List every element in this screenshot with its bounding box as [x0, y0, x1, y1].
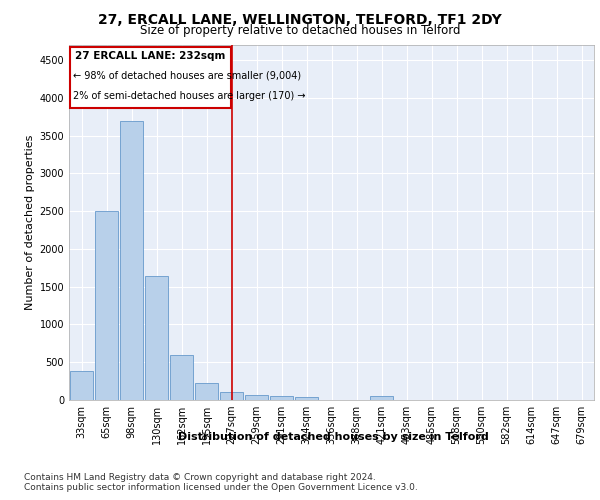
- FancyBboxPatch shape: [70, 46, 231, 108]
- Text: 27, ERCALL LANE, WELLINGTON, TELFORD, TF1 2DY: 27, ERCALL LANE, WELLINGTON, TELFORD, TF…: [98, 12, 502, 26]
- Y-axis label: Number of detached properties: Number of detached properties: [25, 135, 35, 310]
- Bar: [195, 382, 218, 400]
- Text: Distribution of detached houses by size in Telford: Distribution of detached houses by size …: [178, 432, 488, 442]
- Bar: [70, 372, 93, 400]
- Text: Contains HM Land Registry data © Crown copyright and database right 2024.: Contains HM Land Registry data © Crown c…: [24, 472, 376, 482]
- Bar: [245, 396, 268, 400]
- Text: 2% of semi-detached houses are larger (170) →: 2% of semi-detached houses are larger (1…: [73, 90, 306, 101]
- Bar: [370, 396, 393, 400]
- Text: 27 ERCALL LANE: 232sqm: 27 ERCALL LANE: 232sqm: [75, 51, 226, 61]
- Text: Contains public sector information licensed under the Open Government Licence v3: Contains public sector information licen…: [24, 484, 418, 492]
- Bar: [270, 396, 293, 400]
- Bar: [95, 211, 118, 400]
- Text: ← 98% of detached houses are smaller (9,004): ← 98% of detached houses are smaller (9,…: [73, 71, 301, 81]
- Bar: [120, 120, 143, 400]
- Bar: [145, 276, 168, 400]
- Bar: [170, 354, 193, 400]
- Bar: [295, 397, 318, 400]
- Bar: [220, 392, 243, 400]
- Text: Size of property relative to detached houses in Telford: Size of property relative to detached ho…: [140, 24, 460, 37]
